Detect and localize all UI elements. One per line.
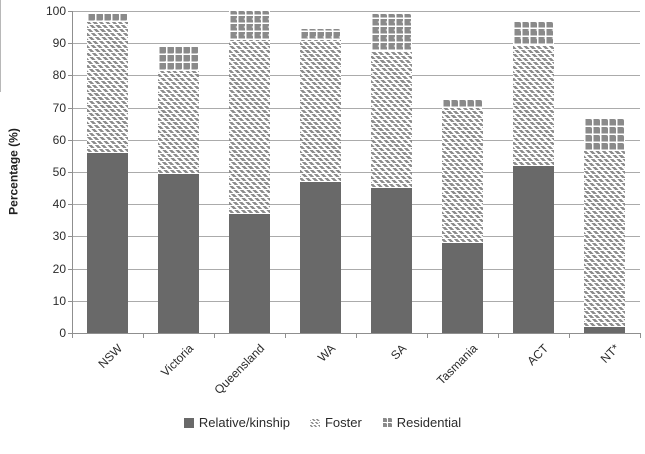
y-tick-30 xyxy=(68,236,72,238)
bar-NT*-relative-kinship xyxy=(584,326,625,333)
y-axis-line xyxy=(72,11,73,333)
gridline-100 xyxy=(72,11,640,12)
y-tick-60 xyxy=(68,139,72,141)
gridline-50 xyxy=(72,172,640,173)
gridline-20 xyxy=(72,268,640,270)
legend-label: Foster xyxy=(324,415,362,430)
x-tick-1 xyxy=(143,334,144,338)
bar-ACT-residential xyxy=(513,22,554,45)
legend-label: Relative/kinship xyxy=(198,415,290,430)
gridline-30 xyxy=(72,236,640,238)
y-tick-100 xyxy=(68,11,72,12)
y-tick-10 xyxy=(68,300,72,302)
legend-swatch-solid-icon xyxy=(183,418,194,428)
y-tick-label-100: 100 xyxy=(45,4,66,18)
bar-Victoria-relative-kinship xyxy=(158,173,199,333)
y-tick-0 xyxy=(68,333,72,334)
bar-Queensland-residential xyxy=(229,11,270,40)
y-tick-label-20: 20 xyxy=(52,261,66,276)
y-tick-label-70: 70 xyxy=(52,100,66,115)
y-tick-50 xyxy=(68,172,72,173)
bar-Tasmania-relative-kinship xyxy=(442,242,483,333)
x-tick-2 xyxy=(214,334,215,338)
bar-NT*-foster xyxy=(584,151,625,327)
y-tick-label-90: 90 xyxy=(52,36,66,51)
x-tick-5 xyxy=(427,334,428,338)
y-tick-label-50: 50 xyxy=(52,165,66,179)
gridline-80 xyxy=(72,75,640,77)
y-tick-label-10: 10 xyxy=(52,293,66,308)
x-tick-3 xyxy=(285,334,286,338)
y-tick-40 xyxy=(68,204,72,206)
bar-WA-relative-kinship xyxy=(300,181,341,333)
x-tick-0 xyxy=(72,334,73,338)
y-tick-70 xyxy=(68,107,72,109)
legend-item-relative-kinship: Relative/kinship xyxy=(183,415,290,430)
x-tick-8 xyxy=(640,334,641,338)
bar-NT*-residential xyxy=(584,118,625,152)
gridline-60 xyxy=(72,139,640,141)
y-tick-label-0: 0 xyxy=(59,326,66,340)
left-border-artifact xyxy=(0,0,1,92)
bar-NSW-foster xyxy=(87,22,128,153)
bar-ACT-relative-kinship xyxy=(513,165,554,333)
x-axis-line xyxy=(72,333,641,334)
legend-item-residential: Residential xyxy=(381,415,462,430)
legend-swatch-diagonal-hatch-icon xyxy=(309,418,320,428)
bar-ACT-foster xyxy=(513,44,554,166)
y-tick-90 xyxy=(68,43,72,45)
bar-SA-relative-kinship xyxy=(371,188,412,333)
gridline-90 xyxy=(72,43,640,45)
y-tick-label-80: 80 xyxy=(52,68,66,83)
legend-label: Residential xyxy=(396,415,462,430)
bar-WA-foster xyxy=(300,39,341,182)
y-tick-label-60: 60 xyxy=(52,132,66,147)
bar-Victoria-foster xyxy=(158,70,199,174)
bar-Tasmania-residential xyxy=(442,99,483,108)
y-tick-label-40: 40 xyxy=(52,197,66,212)
bar-WA-residential xyxy=(300,28,341,40)
bar-NSW-residential xyxy=(87,12,128,23)
y-tick-label-30: 30 xyxy=(52,229,66,244)
bar-SA-foster xyxy=(371,51,412,189)
gridline-40 xyxy=(72,204,640,206)
y-tick-20 xyxy=(68,268,72,270)
bar-Queensland-foster xyxy=(229,39,270,214)
y-tick-80 xyxy=(68,75,72,77)
bar-NSW-relative-kinship xyxy=(87,152,128,333)
bar-Queensland-relative-kinship xyxy=(229,213,270,333)
bar-Victoria-residential xyxy=(158,46,199,71)
legend-item-foster: Foster xyxy=(309,415,362,430)
gridline-10 xyxy=(72,300,640,302)
x-tick-6 xyxy=(498,334,499,338)
x-tick-7 xyxy=(569,334,570,338)
gridline-70 xyxy=(72,107,640,109)
bar-Tasmania-foster xyxy=(442,107,483,243)
legend-swatch-checker-grid-icon xyxy=(381,418,392,428)
legend: Relative/kinship Foster Residential xyxy=(0,416,645,430)
x-tick-4 xyxy=(356,334,357,338)
bar-SA-residential xyxy=(371,14,412,52)
